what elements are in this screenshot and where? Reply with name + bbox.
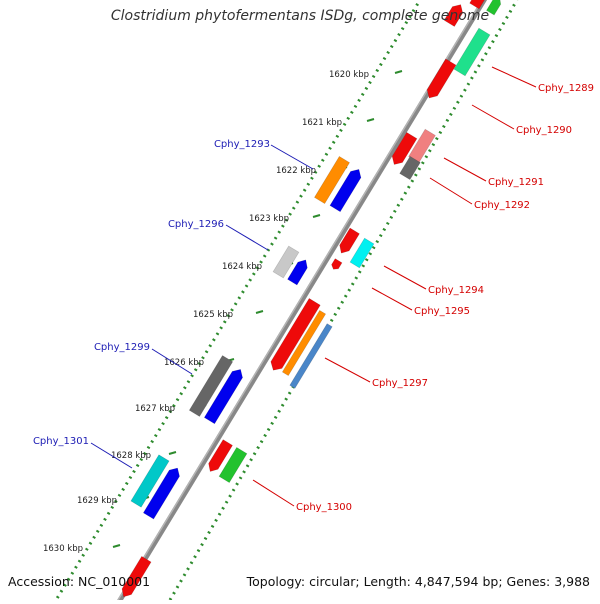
cphy-1293-leader-line xyxy=(270,144,314,170)
cphy-1295-gene-shape[interactable] xyxy=(349,237,375,269)
kbp-tick-label: 1621 kbp xyxy=(302,118,342,128)
cphy-1293-gene[interactable] xyxy=(314,155,350,205)
cphy-1299-gene-shape[interactable] xyxy=(188,355,234,417)
cphy-1295-leader-line xyxy=(371,287,413,311)
kbp-tick-mark xyxy=(112,544,121,548)
g-top-green-gene-shape[interactable] xyxy=(486,0,502,16)
cphy-1296-label[interactable]: Cphy_1296 xyxy=(168,219,224,230)
accession-text: Accession: NC_010001 xyxy=(8,574,151,589)
kbp-tick-label: 1622 kbp xyxy=(276,166,316,176)
cphy-1291-gene-shape[interactable] xyxy=(391,131,418,165)
genome-backbone xyxy=(114,0,488,604)
cphy-1301-gene[interactable] xyxy=(130,454,170,508)
cphy-1299-gene[interactable] xyxy=(188,355,234,417)
kbp-tick-mark xyxy=(394,70,403,74)
cphy-1296-leader-line xyxy=(225,224,269,251)
g-top-red-gene-shape[interactable] xyxy=(469,0,487,10)
cphy-1292-leader-line xyxy=(429,177,473,205)
g-1301b-gene-shape[interactable] xyxy=(142,467,180,520)
g-1294b-gene-shape[interactable] xyxy=(331,258,343,270)
cphy-1295-gene[interactable] xyxy=(349,237,375,269)
cphy-1293-gene-shape[interactable] xyxy=(314,155,350,205)
kbp-tick-mark xyxy=(168,451,177,455)
gene-label-layer: Cphy_1289 Cphy_1290 Cphy_1291 Cphy_1292 Cphy… xyxy=(33,66,594,513)
g-1299b-gene[interactable] xyxy=(203,368,243,425)
g-1293b-gene-shape[interactable] xyxy=(329,168,362,213)
cphy-1289-gene[interactable] xyxy=(443,4,464,27)
g-1290b-gene-shape[interactable] xyxy=(426,58,457,99)
kbp-tick-mark xyxy=(312,214,321,218)
g-top-green-gene[interactable] xyxy=(486,0,502,16)
g-1297c-gene[interactable] xyxy=(289,323,333,389)
kbp-tick-mark xyxy=(255,310,264,314)
kbp-tick-label: 1627 kbp xyxy=(135,404,175,414)
kbp-tick-label: 1624 kbp xyxy=(222,262,262,272)
cphy-1300-leader-line xyxy=(252,479,295,507)
cphy-1291-label[interactable]: Cphy_1291 xyxy=(488,177,544,188)
cphy-1292-label[interactable]: Cphy_1292 xyxy=(474,200,530,211)
cphy-1294-gene[interactable] xyxy=(339,227,360,254)
cphy-1294-label[interactable]: Cphy_1294 xyxy=(428,285,484,296)
kbp-tick-label: 1625 kbp xyxy=(193,310,233,320)
cphy-1300-gene-shape[interactable] xyxy=(218,446,248,484)
g-1297b-gene-shape[interactable] xyxy=(281,309,327,377)
genome-title: Clostridium phytofermentans ISDg, comple… xyxy=(110,8,490,24)
g-1300b-gene-shape[interactable] xyxy=(208,439,233,472)
cphy-1291-leader-line xyxy=(443,157,487,182)
cphy-1296-gene-shape[interactable] xyxy=(272,245,300,279)
cphy-1297-gene-shape[interactable] xyxy=(270,298,321,371)
cphy-1301-leader-line xyxy=(90,442,133,469)
kbp-tick-mark xyxy=(366,118,375,122)
cphy-1290-gene-shape[interactable] xyxy=(453,27,491,77)
g-1296b-gene-shape[interactable] xyxy=(287,259,308,286)
cphy-1301-gene-shape[interactable] xyxy=(130,454,170,508)
g-bottom-gene-shape[interactable] xyxy=(121,555,152,598)
cphy-1294-gene-shape[interactable] xyxy=(339,227,360,254)
g-1294b-gene[interactable] xyxy=(331,258,343,270)
cphy-1299-leader-line xyxy=(151,348,193,375)
kbp-tick-label: 1626 kbp xyxy=(164,358,204,368)
kbp-tick-label: 1628 kbp xyxy=(111,451,151,461)
cphy-1299-label[interactable]: Cphy_1299 xyxy=(94,342,150,353)
g-1299b-gene-shape[interactable] xyxy=(203,368,243,425)
g-bottom-gene[interactable] xyxy=(121,555,152,598)
gene-layer xyxy=(121,0,502,598)
genome-summary-text: Topology: circular; Length: 4,847,594 bp… xyxy=(246,574,590,589)
kbp-tick-label: 1630 kbp xyxy=(43,544,83,554)
cphy-1296-gene[interactable] xyxy=(272,245,300,279)
cphy-1294-leader-line xyxy=(383,265,427,290)
cphy-1289-gene-shape[interactable] xyxy=(443,4,464,27)
cphy-1289-label[interactable]: Cphy_1289 xyxy=(538,83,594,94)
cphy-1297-leader-line xyxy=(324,357,371,383)
kbp-tick-label: 1629 kbp xyxy=(77,496,117,506)
g-1292b-gene-shape[interactable] xyxy=(399,155,421,181)
cphy-1291-gene[interactable] xyxy=(391,131,418,165)
cphy-1301-label[interactable]: Cphy_1301 xyxy=(33,436,89,447)
cphy-1293-label[interactable]: Cphy_1293 xyxy=(214,139,270,150)
genome-backbone-highlight xyxy=(114,0,484,604)
g-1292b-gene[interactable] xyxy=(399,155,421,181)
g-1290b-gene[interactable] xyxy=(426,58,457,99)
g-1301b-gene[interactable] xyxy=(142,467,180,520)
cphy-1297-gene[interactable] xyxy=(270,298,321,371)
g-top-red-gene[interactable] xyxy=(469,0,487,10)
cphy-1290-label[interactable]: Cphy_1290 xyxy=(516,125,572,136)
cphy-1290-gene[interactable] xyxy=(453,27,491,77)
g-1300b-gene[interactable] xyxy=(208,439,233,472)
cphy-1300-label[interactable]: Cphy_1300 xyxy=(296,502,352,513)
kbp-tick-label: 1620 kbp xyxy=(329,70,369,80)
g-1293b-gene[interactable] xyxy=(329,168,362,213)
cphy-1289-leader-line xyxy=(491,66,537,88)
g-1296b-gene[interactable] xyxy=(287,259,308,286)
cphy-1295-label[interactable]: Cphy_1295 xyxy=(414,306,470,317)
outer-dotted-track-left xyxy=(51,0,422,604)
cphy-1297-label[interactable]: Cphy_1297 xyxy=(372,378,428,389)
g-1297b-gene[interactable] xyxy=(281,309,327,377)
cphy-1290-leader-line xyxy=(471,104,515,130)
cphy-1300-gene[interactable] xyxy=(218,446,248,484)
kbp-tick-label: 1623 kbp xyxy=(249,214,289,224)
g-1297c-gene-shape[interactable] xyxy=(289,323,333,389)
